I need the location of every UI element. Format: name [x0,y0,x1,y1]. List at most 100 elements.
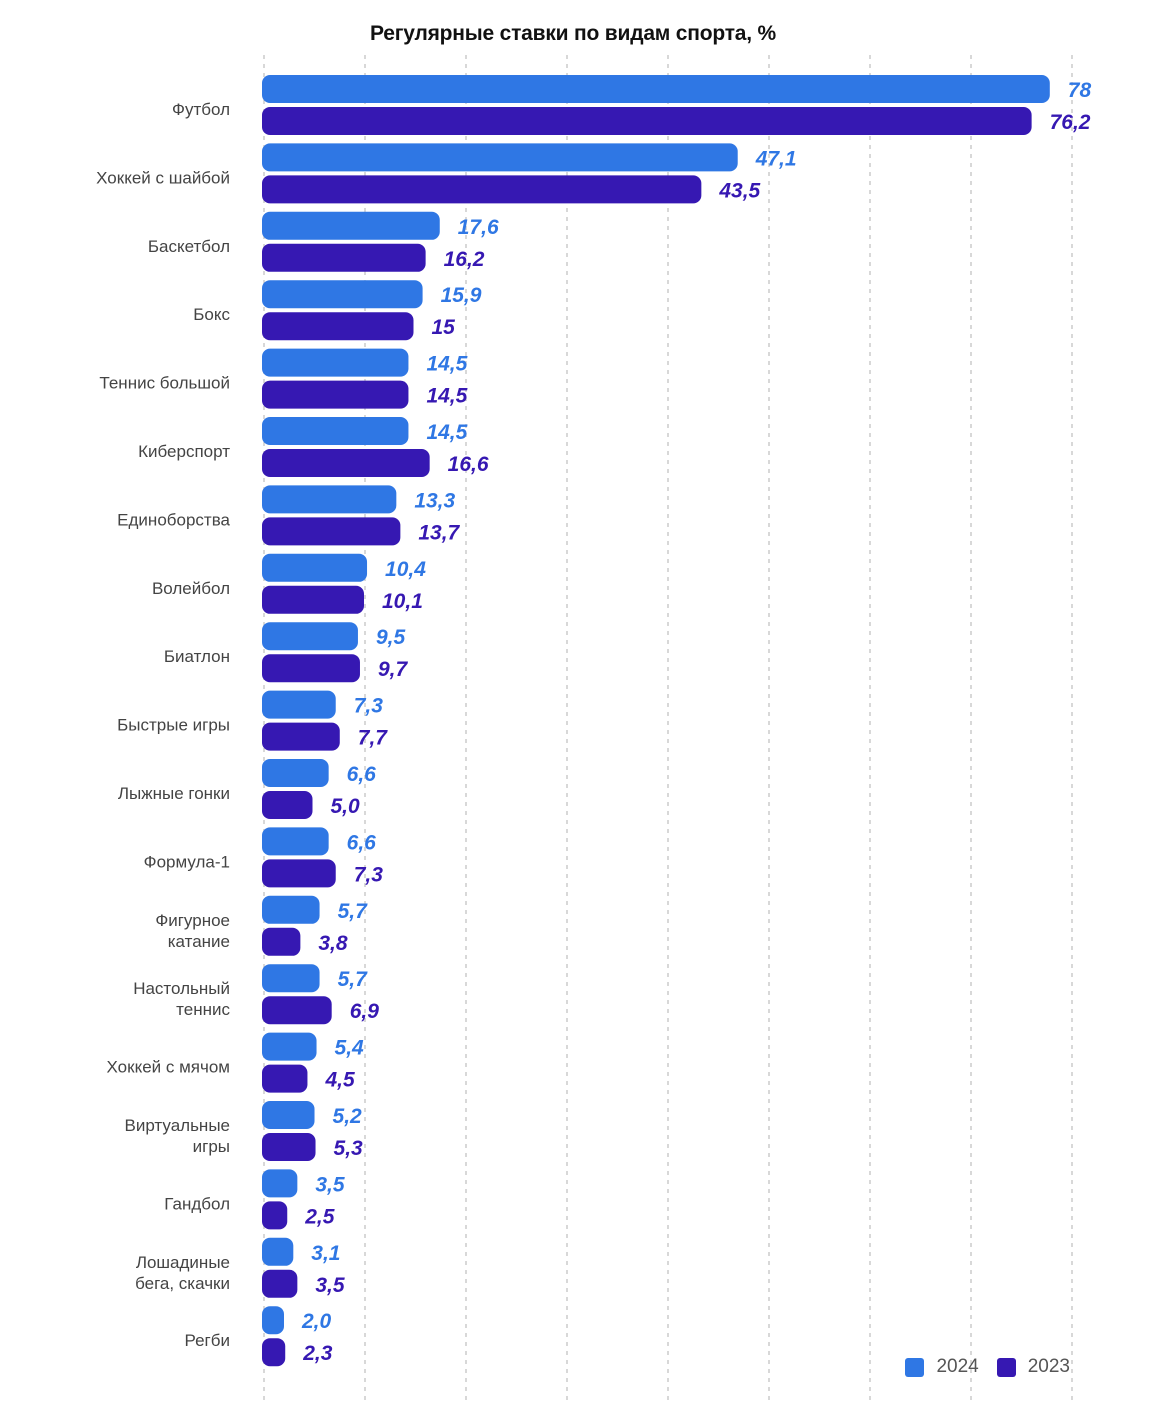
category-label: Бокс [193,305,230,324]
bars [262,75,1050,1367]
category-label-line: Настольный [133,979,230,998]
legend-swatch-2024 [905,1357,925,1377]
data-label-2024: 14,5 [426,421,467,444]
bar-2023 [262,996,332,1025]
category-label-line: теннис [176,1000,230,1019]
bar-2024 [262,1101,315,1129]
data-label-2023: 13,7 [418,521,460,544]
category-label: Теннис большой [99,374,230,393]
legend-item-2023: 2023 [996,1356,1070,1378]
category-label-line: бега, скачки [135,1274,230,1293]
bar-2023 [262,1133,316,1161]
data-label-2023: 10,1 [382,590,423,613]
data-label-2023: 15 [432,316,456,339]
bar-2023 [262,1064,308,1093]
data-label-2024: 5,2 [333,1105,363,1128]
data-label-2024: 10,4 [385,558,426,581]
category-label-line: Бокс [193,305,230,324]
data-label-2024: 17,6 [458,216,499,239]
bar-2024 [262,553,368,582]
category-label: Быстрые игры [117,716,230,735]
data-label-2024: 7,3 [354,695,384,718]
category-label: Формула-1 [144,852,230,871]
category-label-line: Киберспорт [138,442,230,461]
data-label-2024: 3,5 [315,1173,345,1196]
legend-label-2024: 2024 [936,1356,979,1377]
category-label: Лошадиные бега, скачки [135,1253,230,1293]
data-label-2023: 76,2 [1050,111,1091,134]
data-label-2024: 78 [1068,79,1092,102]
data-label-2023: 3,5 [315,1274,345,1297]
category-label-line: Хоккей с шайбой [96,168,230,187]
bar-2024 [262,75,1050,103]
bar-2024 [262,417,409,445]
data-label-2023: 3,8 [318,932,348,955]
category-label-line: Регби [185,1331,230,1350]
category-label-line: Лыжные гонки [118,784,230,803]
category-label-line: Теннис большой [99,374,230,393]
bar-2023 [262,1338,286,1367]
category-label-line: Хоккей с мячом [107,1058,230,1077]
bar-2023 [262,859,336,888]
category-label-line: Быстрые игры [117,716,230,735]
data-label-2023: 7,3 [354,863,384,886]
bar-2024 [262,1306,284,1335]
category-label-line: Волейбол [152,579,230,598]
data-label-2024: 6,6 [347,763,377,786]
legend-item-2024: 2024 [905,1356,979,1378]
bar-2023 [262,175,702,204]
bar-2024 [262,211,440,240]
bar-2023 [262,585,365,614]
category-label: Биатлон [164,647,230,666]
data-label-2024: 3,1 [311,1242,340,1265]
bar-2024 [262,1032,317,1061]
category-label-line: Формула-1 [144,852,230,871]
data-label-2024: 47,1 [755,147,797,170]
category-label-line: Фигурное [155,911,230,930]
category-label-line: Виртуальные [125,1116,231,1135]
category-label: Гандбол [164,1194,230,1213]
bar-2023 [262,722,340,751]
category-label: Киберспорт [138,442,230,461]
category-label: Лыжные гонки [118,784,230,803]
bar-2023 [262,654,360,683]
bar-2023 [262,107,1032,135]
category-label-line: игры [193,1137,230,1156]
legend: 2024 2023 [905,1356,1070,1378]
bar-2024 [262,895,320,924]
bar-2023 [262,927,301,956]
data-label-2023: 9,7 [378,658,409,681]
category-label-line: Лошадиные [136,1253,230,1272]
bar-2023 [262,791,313,819]
category-label: Виртуальные игры [125,1116,231,1156]
category-label: Баскетбол [148,237,230,256]
category-label: Регби [185,1331,230,1350]
bar-2024 [262,348,409,377]
category-label-line: Гандбол [164,1194,230,1213]
category-label-line: Единоборства [117,510,230,529]
category-label: Хоккей с мячом [107,1058,230,1077]
data-label-2024: 13,3 [414,489,455,512]
data-label-2023: 5,0 [331,795,361,818]
bar-2024 [262,759,329,787]
bar-2024 [262,964,320,993]
bar-2023 [262,1269,298,1298]
bar-2023 [262,1201,288,1230]
bar-2024 [262,280,423,309]
data-label-2023: 16,6 [448,453,489,476]
data-label-2024: 5,7 [338,900,369,923]
data-label-2023: 6,9 [350,1000,380,1023]
data-label-2023: 4,5 [324,1069,355,1092]
data-label-2024: 5,7 [338,968,369,991]
category-label-line: Баскетбол [148,237,230,256]
category-label-line: Биатлон [164,647,230,666]
data-label-2023: 16,2 [444,248,485,271]
data-label-2023: 43,5 [718,179,760,202]
data-label-2024: 9,5 [376,626,406,649]
data-label-2024: 14,5 [426,353,467,376]
category-label: Хоккей с шайбой [96,168,230,187]
category-label: Настольный теннис [133,979,230,1019]
category-label: Фигурное катание [155,911,230,951]
data-label-2023: 5,3 [334,1137,364,1160]
